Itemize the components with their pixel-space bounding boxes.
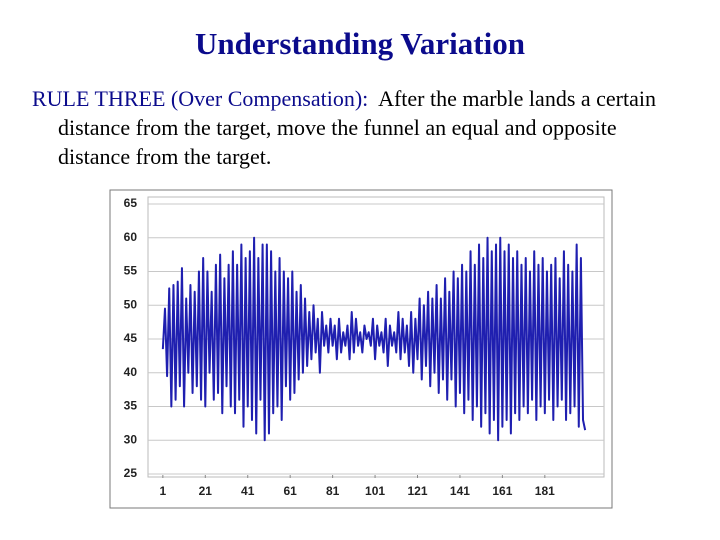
x-tick-label: 181 [535,484,555,498]
x-tick-label: 141 [450,484,470,498]
rule-paragraph: RULE THREE (Over Compensation): After th… [32,84,692,171]
data-line [161,236,587,442]
y-tick-label: 65 [124,196,138,210]
rule-label: RULE THREE (Over Compensation): [32,86,369,111]
y-tick-label: 35 [124,399,138,413]
slide-title: Understanding Variation [195,26,525,61]
y-tick-label: 40 [124,365,138,379]
y-tick-label: 45 [124,331,138,345]
y-tick-label: 60 [124,230,138,244]
x-tick-label: 161 [492,484,512,498]
x-tick-label: 81 [326,484,340,498]
x-tick-label: 121 [407,484,427,498]
x-tick-label: 61 [283,484,297,498]
x-tick-label: 41 [241,484,255,498]
y-tick-label: 30 [124,432,138,446]
y-tick-label: 25 [124,466,138,480]
x-tick-label: 101 [365,484,385,498]
y-tick-label: 55 [124,264,138,278]
y-tick-label: 50 [124,297,138,311]
x-tick-label: 1 [160,484,167,498]
rule-text: After the marble lands a certain distanc… [58,86,656,169]
x-tick-label: 21 [199,484,213,498]
